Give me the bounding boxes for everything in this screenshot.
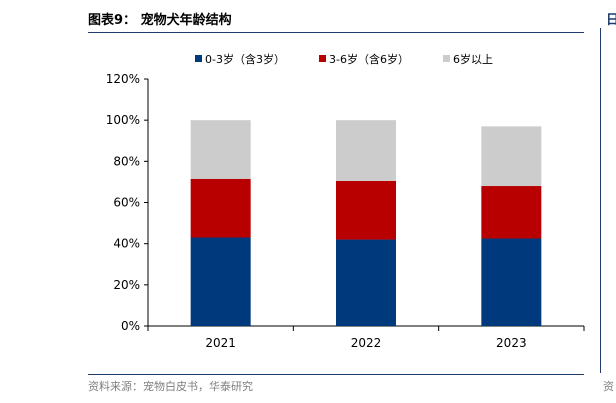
- figure-title: 宠物犬年龄结构: [140, 13, 232, 28]
- y-tick-label: 20%: [113, 278, 140, 292]
- y-tick-label: 0%: [121, 319, 140, 333]
- bar-segment: [336, 180, 396, 240]
- source-divider: [88, 374, 584, 375]
- x-tick-label: 2022: [351, 336, 382, 350]
- figure-label: 图表9：: [88, 13, 137, 28]
- bar-segment: [190, 178, 251, 238]
- legend-label: 3-6岁（含6岁）: [329, 52, 409, 66]
- x-tick-label: 2021: [205, 336, 236, 350]
- source-note: 资料来源：宠物白皮书，华泰研究: [88, 380, 253, 393]
- legend-swatch: [195, 55, 202, 62]
- legend-swatch: [319, 55, 326, 62]
- legend-label: 0-3岁（含3岁）: [205, 52, 285, 66]
- figure-title-row: 图表9： 宠物犬年龄结构: [88, 9, 232, 28]
- y-tick-label: 120%: [106, 72, 140, 86]
- bar-segment: [481, 186, 542, 239]
- adjacent-figure-edge: 日: [606, 13, 616, 28]
- bar-segment: [190, 120, 251, 179]
- adjacent-figure-divider: [600, 28, 601, 373]
- bar-segment: [190, 237, 251, 326]
- title-divider: [88, 32, 584, 33]
- y-tick-label: 40%: [113, 237, 140, 251]
- bar-segment: [336, 120, 396, 181]
- adjacent-source-edge: 资: [603, 380, 614, 393]
- y-tick-label: 80%: [113, 154, 140, 168]
- y-tick-label: 60%: [113, 196, 140, 210]
- x-tick-label: 2023: [496, 336, 527, 350]
- bar-segment: [481, 126, 542, 187]
- legend-swatch: [443, 55, 450, 62]
- legend-label: 6岁以上: [453, 52, 493, 66]
- y-tick-label: 100%: [106, 113, 140, 127]
- bar-segment: [336, 239, 396, 326]
- bar-segment: [481, 238, 542, 326]
